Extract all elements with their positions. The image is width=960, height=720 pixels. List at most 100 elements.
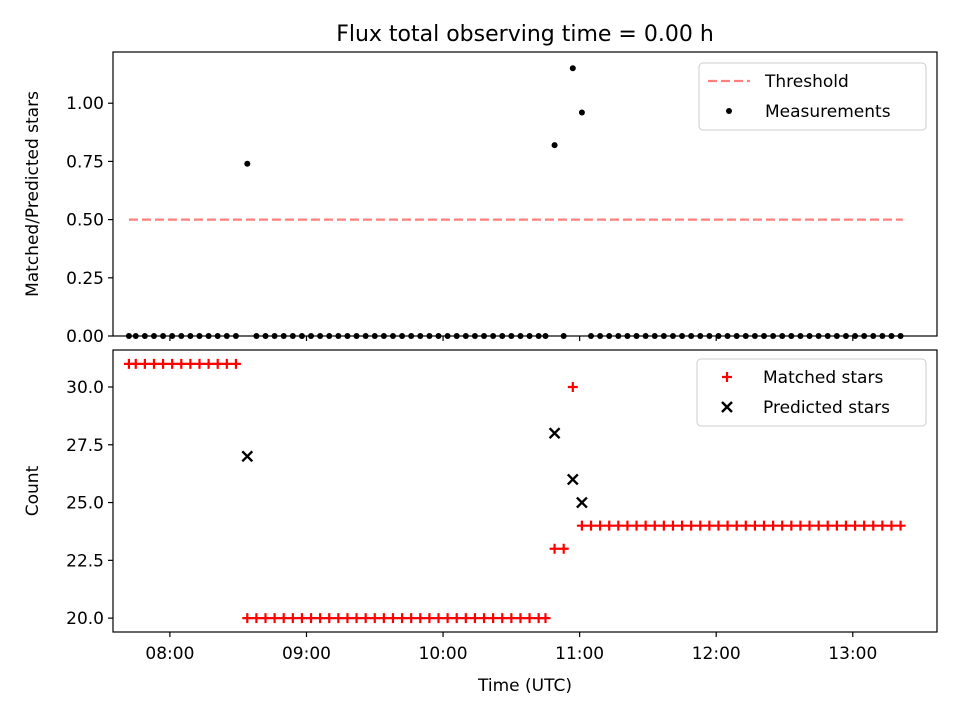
- matched-star-point: [840, 520, 851, 531]
- matched-star-point: [713, 520, 724, 531]
- matched-star-point: [868, 520, 879, 531]
- matched-star-point: [677, 520, 688, 531]
- matched-star-point: [333, 613, 344, 624]
- matched-star-point: [424, 613, 435, 624]
- y-tick-label: 0.50: [66, 211, 104, 231]
- matched-star-point: [704, 520, 715, 531]
- matched-star-point: [586, 520, 597, 531]
- matched-star-point: [406, 613, 417, 624]
- matched-star-point: [886, 520, 897, 531]
- x-tick-label: 10:00: [419, 644, 468, 664]
- matched-star-point: [613, 520, 624, 531]
- y-tick-label: 0.00: [66, 327, 104, 347]
- matched-star-point: [488, 613, 499, 624]
- measurement-point: [444, 333, 451, 339]
- measurement-point: [842, 333, 849, 339]
- matched-star-point: [640, 520, 651, 531]
- matched-star-point: [351, 613, 362, 624]
- measurement-point: [761, 333, 768, 339]
- matched-star-point: [451, 613, 462, 624]
- matched-star-point: [768, 520, 779, 531]
- measurement-point: [669, 333, 676, 339]
- measurement-point: [205, 333, 212, 339]
- matched-star-point: [397, 613, 408, 624]
- measurement-point: [271, 333, 278, 339]
- matched-star-point: [324, 613, 335, 624]
- predicted-star-point: [241, 450, 254, 463]
- matched-star-point: [306, 613, 317, 624]
- matched-star-point: [269, 613, 280, 624]
- matched-star-point: [506, 613, 517, 624]
- measurement-point: [651, 333, 658, 339]
- y-tick-label: 22.5: [66, 551, 104, 571]
- predicted-star-point: [548, 427, 561, 440]
- top-panel: 0.00 0.25 0.50 0.75 1.00 Matched/Predicted st…: [23, 51, 938, 347]
- legend-matched-swatch: [722, 372, 732, 382]
- matched-star-point: [786, 520, 797, 531]
- matched-star-point: [667, 520, 678, 531]
- measurement-point: [642, 333, 649, 339]
- measurement-point: [551, 142, 558, 149]
- measurement-point: [535, 333, 542, 339]
- matched-star-point: [877, 520, 888, 531]
- matched-star-point: [497, 613, 508, 624]
- matched-star-point: [515, 613, 526, 624]
- measurement-point: [371, 333, 378, 339]
- matched-star-point: [777, 520, 788, 531]
- matched-star-point: [212, 358, 223, 369]
- matched-star-point: [194, 358, 205, 369]
- matched-star-point: [148, 358, 159, 369]
- measurement-point: [870, 333, 877, 339]
- matched-star-point: [442, 613, 453, 624]
- matched-star-point: [360, 613, 371, 624]
- matched-star-point: [822, 520, 833, 531]
- measurement-point: [633, 333, 640, 339]
- measurement-point: [508, 333, 515, 339]
- measurement-point: [380, 333, 387, 339]
- measurement-point: [408, 333, 415, 339]
- matched-star-point: [185, 358, 196, 369]
- matched-star-point: [604, 520, 615, 531]
- measurement-point: [779, 333, 786, 339]
- measurement-point: [797, 333, 804, 339]
- bottom-panel: 20.0 22.5 25.0 27.5 30.0 08:00 09:00 10:00 11:00…: [23, 349, 938, 696]
- measurement-point: [308, 333, 315, 339]
- matched-star-point: [315, 613, 326, 624]
- legend: Threshold Measurements: [698, 62, 927, 131]
- measurement-point: [435, 333, 442, 339]
- measurement-point: [196, 333, 203, 339]
- matched-star-point: [369, 613, 380, 624]
- y-tick-label: 0.75: [66, 152, 104, 172]
- measurement-point: [389, 333, 396, 339]
- x-tick-label: 08:00: [145, 644, 194, 664]
- legend-box: [696, 358, 927, 427]
- legend-measurement-swatch: [726, 108, 732, 114]
- legend-label: Predicted stars: [763, 398, 890, 418]
- measurement-point: [344, 333, 351, 339]
- measurement-point: [578, 109, 585, 116]
- x-tick-label: 13:00: [828, 644, 877, 664]
- measurement-point: [298, 333, 305, 339]
- measurement-point: [214, 333, 221, 339]
- matched-star-point: [540, 613, 551, 624]
- matched-star-point: [260, 613, 271, 624]
- matched-star-point: [176, 358, 187, 369]
- matched-star-point: [804, 520, 815, 531]
- measurement-point: [223, 333, 230, 339]
- legend-label: Matched stars: [763, 368, 883, 388]
- matched-star-point: [740, 520, 751, 531]
- measurement-point: [861, 333, 868, 339]
- measurement-point: [481, 333, 488, 339]
- measurement-point: [542, 333, 549, 339]
- measurement-point: [833, 333, 840, 339]
- axes-frame: [112, 51, 938, 337]
- matched-star-point: [287, 613, 298, 624]
- matched-star-point: [831, 520, 842, 531]
- measurement-point: [178, 333, 185, 339]
- matched-star-point: [460, 613, 471, 624]
- measurement-point: [660, 333, 667, 339]
- measurement-point: [125, 333, 132, 339]
- measurement-point: [335, 333, 342, 339]
- measurement-point: [289, 333, 296, 339]
- y-axis-label: Count: [23, 465, 43, 516]
